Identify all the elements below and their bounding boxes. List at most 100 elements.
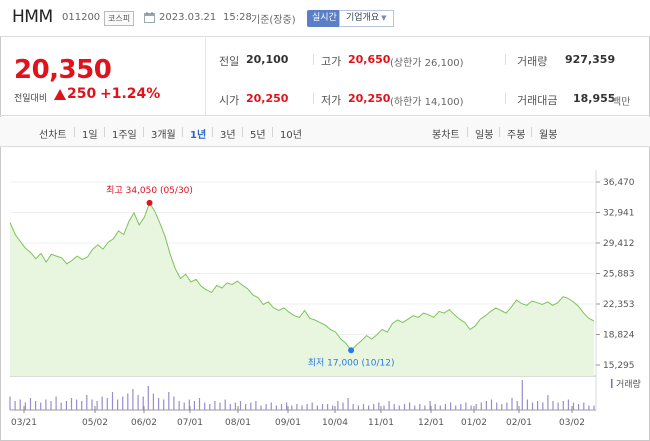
volume-bar	[368, 405, 370, 410]
tab-separator	[212, 127, 213, 137]
volume-bar	[111, 392, 114, 410]
volume-bar	[496, 402, 498, 410]
x-tick-label: 05/02	[82, 418, 108, 428]
volume-bar	[337, 401, 339, 410]
volume-bar	[265, 404, 267, 410]
tab-1week[interactable]: 1주일	[112, 130, 137, 141]
volume-bar	[101, 396, 103, 410]
volume-bar	[19, 399, 21, 410]
volume-bar	[490, 399, 493, 410]
y-tick-label: 32,941	[603, 209, 635, 219]
trading-amount-label: 거래대금	[517, 94, 558, 107]
x-tick-label: 01/02	[461, 418, 487, 428]
line-chart-label: 선차트	[39, 130, 67, 141]
tab-monthly-candle[interactable]: 월봉	[539, 130, 558, 141]
change-value: 250	[67, 86, 97, 102]
tab-5years[interactable]: 5년	[250, 130, 266, 141]
x-tick-label: 09/01	[275, 418, 301, 428]
y-tick-label: 25,883	[603, 270, 635, 280]
trading-amount-value: 18,955	[573, 92, 616, 105]
volume-bar	[280, 404, 283, 410]
volume-bar	[255, 401, 257, 410]
x-tick-label: 08/01	[225, 418, 251, 428]
quote-separator	[505, 93, 506, 104]
volume-bar	[429, 401, 431, 410]
tab-separator	[272, 127, 273, 137]
volume-bar	[583, 402, 585, 410]
volume-bar	[270, 402, 272, 410]
volume-bar	[65, 401, 67, 410]
tab-daily-candle[interactable]: 일봉	[475, 130, 494, 141]
trading-amount-unit: 백만	[612, 97, 631, 108]
volume-bar	[14, 401, 16, 410]
volume-bar	[173, 396, 175, 410]
price-line[interactable]	[9, 201, 595, 352]
x-tick-label: 02/01	[506, 418, 532, 428]
volume-bar	[578, 404, 580, 410]
tab-1day[interactable]: 1일	[82, 130, 98, 141]
y-tick-label: 15,295	[603, 361, 635, 371]
prev-close-value: 20,100	[246, 53, 289, 66]
change-rate: +1.24%	[100, 86, 161, 102]
volume-bar	[291, 405, 293, 410]
volume-bar	[81, 401, 83, 410]
x-tick-label: 03/21	[11, 418, 37, 428]
quote-separator	[505, 54, 506, 65]
timestamp-time: 15:28	[223, 12, 252, 23]
volume-bar	[45, 399, 47, 410]
timestamp-date: 2023.03.21	[159, 12, 217, 23]
volume-bar	[219, 402, 221, 410]
price-chart[interactable]: 36,470 32,941 29,412 25,883 22,353 18,824 15,2…	[0, 148, 650, 441]
company-overview-dropdown[interactable]: 기업개요 ▼	[339, 10, 394, 27]
volume-bar	[76, 399, 78, 410]
realtime-button[interactable]: 실시간	[307, 10, 342, 27]
volume-bar	[588, 405, 590, 410]
volume-bar	[35, 401, 37, 410]
volume-bar	[163, 399, 165, 410]
volume-bar	[168, 392, 170, 410]
candle-chart-label: 봉차트	[432, 130, 460, 141]
volume-bar	[567, 399, 569, 410]
volume-bar	[183, 402, 185, 410]
quote-separator	[313, 93, 314, 104]
y-tick-label: 36,470	[603, 178, 635, 188]
tab-3years[interactable]: 3년	[220, 130, 236, 141]
tab-10years[interactable]: 10년	[280, 130, 302, 141]
volume-bar	[516, 401, 518, 410]
quote-separator	[313, 54, 314, 65]
tab-3months[interactable]: 3개월	[151, 130, 176, 141]
volume-bar	[521, 380, 523, 410]
stock-name: HMM	[12, 7, 53, 27]
open-label: 시가	[219, 94, 240, 107]
volume-bar	[86, 395, 88, 410]
volume-bar	[327, 404, 329, 410]
change-label: 전일대비	[14, 94, 48, 104]
y-tick-label: 29,412	[603, 239, 635, 249]
volume-bar	[444, 404, 446, 410]
volume-bar	[306, 404, 308, 410]
volume-bar	[465, 402, 467, 410]
volume-bar	[572, 402, 575, 410]
x-tick-label: 11/01	[368, 418, 394, 428]
volume-bar	[362, 404, 365, 410]
volume-bar	[70, 398, 73, 410]
high-value: 20,650	[348, 53, 391, 66]
tab-1year[interactable]: 1년	[190, 130, 207, 141]
price-area	[10, 202, 594, 376]
tab-separator	[499, 127, 500, 137]
volume-bar	[352, 404, 354, 410]
x-tick-label: 07/01	[177, 418, 203, 428]
stock-code: 011200	[62, 12, 101, 23]
calendar-icon	[144, 12, 155, 23]
volume-bar	[321, 404, 324, 410]
x-tick-label: 12/01	[418, 418, 444, 428]
volume-bar	[424, 405, 426, 410]
volume-bar	[470, 405, 472, 410]
volume-bar	[398, 405, 400, 410]
x-tick-label: 06/02	[131, 418, 157, 428]
volume-bar	[378, 402, 380, 410]
tab-weekly-candle[interactable]: 주봉	[507, 130, 526, 141]
volume-bar	[409, 402, 411, 410]
volume-bar	[419, 404, 421, 410]
volume-bar	[501, 404, 503, 410]
